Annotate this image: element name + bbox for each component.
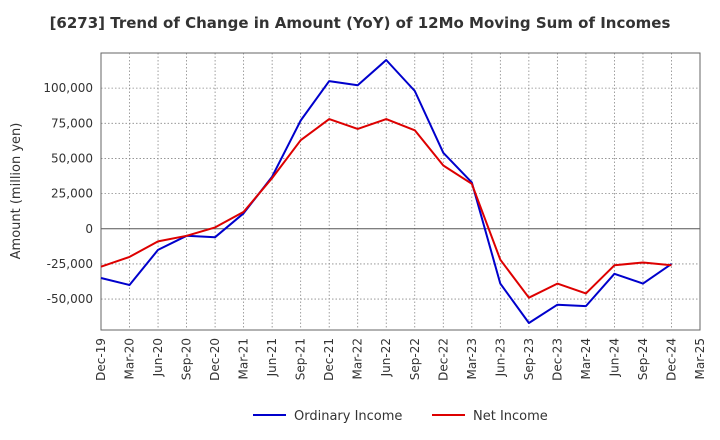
y-axis-label: Amount (million yen) — [9, 123, 24, 260]
series-line-ordinary-income — [100, 59, 673, 324]
x-tick-label: Mar-24 — [579, 338, 593, 379]
x-tick-label: Jun-23 — [493, 338, 507, 377]
x-tick-label: Jun-22 — [379, 338, 393, 377]
x-tick-label: Mar-21 — [237, 338, 251, 379]
legend-label: Ordinary Income — [294, 409, 402, 424]
x-tick-label: Sep-20 — [180, 338, 194, 380]
y-tick-label: 75,000 — [51, 116, 93, 130]
x-tick-label: Dec-21 — [322, 338, 336, 381]
x-tick-label: Sep-24 — [636, 338, 650, 380]
chart-title: [6273] Trend of Change in Amount (YoY) o… — [49, 14, 671, 32]
x-tick-label: Mar-23 — [465, 338, 479, 379]
y-tick-label: -50,000 — [47, 292, 93, 306]
series — [100, 59, 673, 324]
x-tick-label: Dec-22 — [436, 338, 450, 381]
x-tick-label: Dec-19 — [94, 338, 108, 381]
legend-label: Net Income — [473, 409, 548, 424]
x-tick-label: Mar-25 — [693, 338, 707, 379]
plot-area — [100, 52, 701, 331]
legend: Ordinary Income Net Income — [253, 409, 548, 424]
x-tick-label: Jun-21 — [265, 338, 279, 377]
grid — [101, 53, 700, 330]
x-tick-label: Dec-24 — [664, 338, 678, 381]
x-tick-label: Mar-22 — [351, 338, 365, 379]
x-tick-label: Dec-23 — [550, 338, 564, 381]
y-tick-label: 25,000 — [51, 187, 93, 201]
x-tick-label: Dec-20 — [208, 338, 222, 381]
x-tick-label: Jun-20 — [151, 338, 165, 377]
x-axis: Dec-19 Mar-20 Jun-20 Sep-20 Dec-20 Mar-21 Jun-… — [94, 338, 707, 381]
x-tick-label: Mar-20 — [123, 338, 137, 379]
y-tick-label: -25,000 — [47, 257, 93, 271]
x-tick-label: Sep-21 — [294, 338, 308, 380]
y-tick-label: 0 — [85, 222, 93, 236]
y-axis: 100,000 75,000 50,000 25,000 0 -25,000 -50,000 — [43, 81, 93, 306]
x-tick-label: Jun-24 — [607, 338, 621, 377]
y-tick-label: 100,000 — [43, 81, 93, 95]
series-line-net-income — [100, 118, 672, 299]
x-tick-label: Sep-23 — [522, 338, 536, 380]
y-tick-label: 50,000 — [51, 151, 93, 165]
x-tick-label: Sep-22 — [408, 338, 422, 380]
